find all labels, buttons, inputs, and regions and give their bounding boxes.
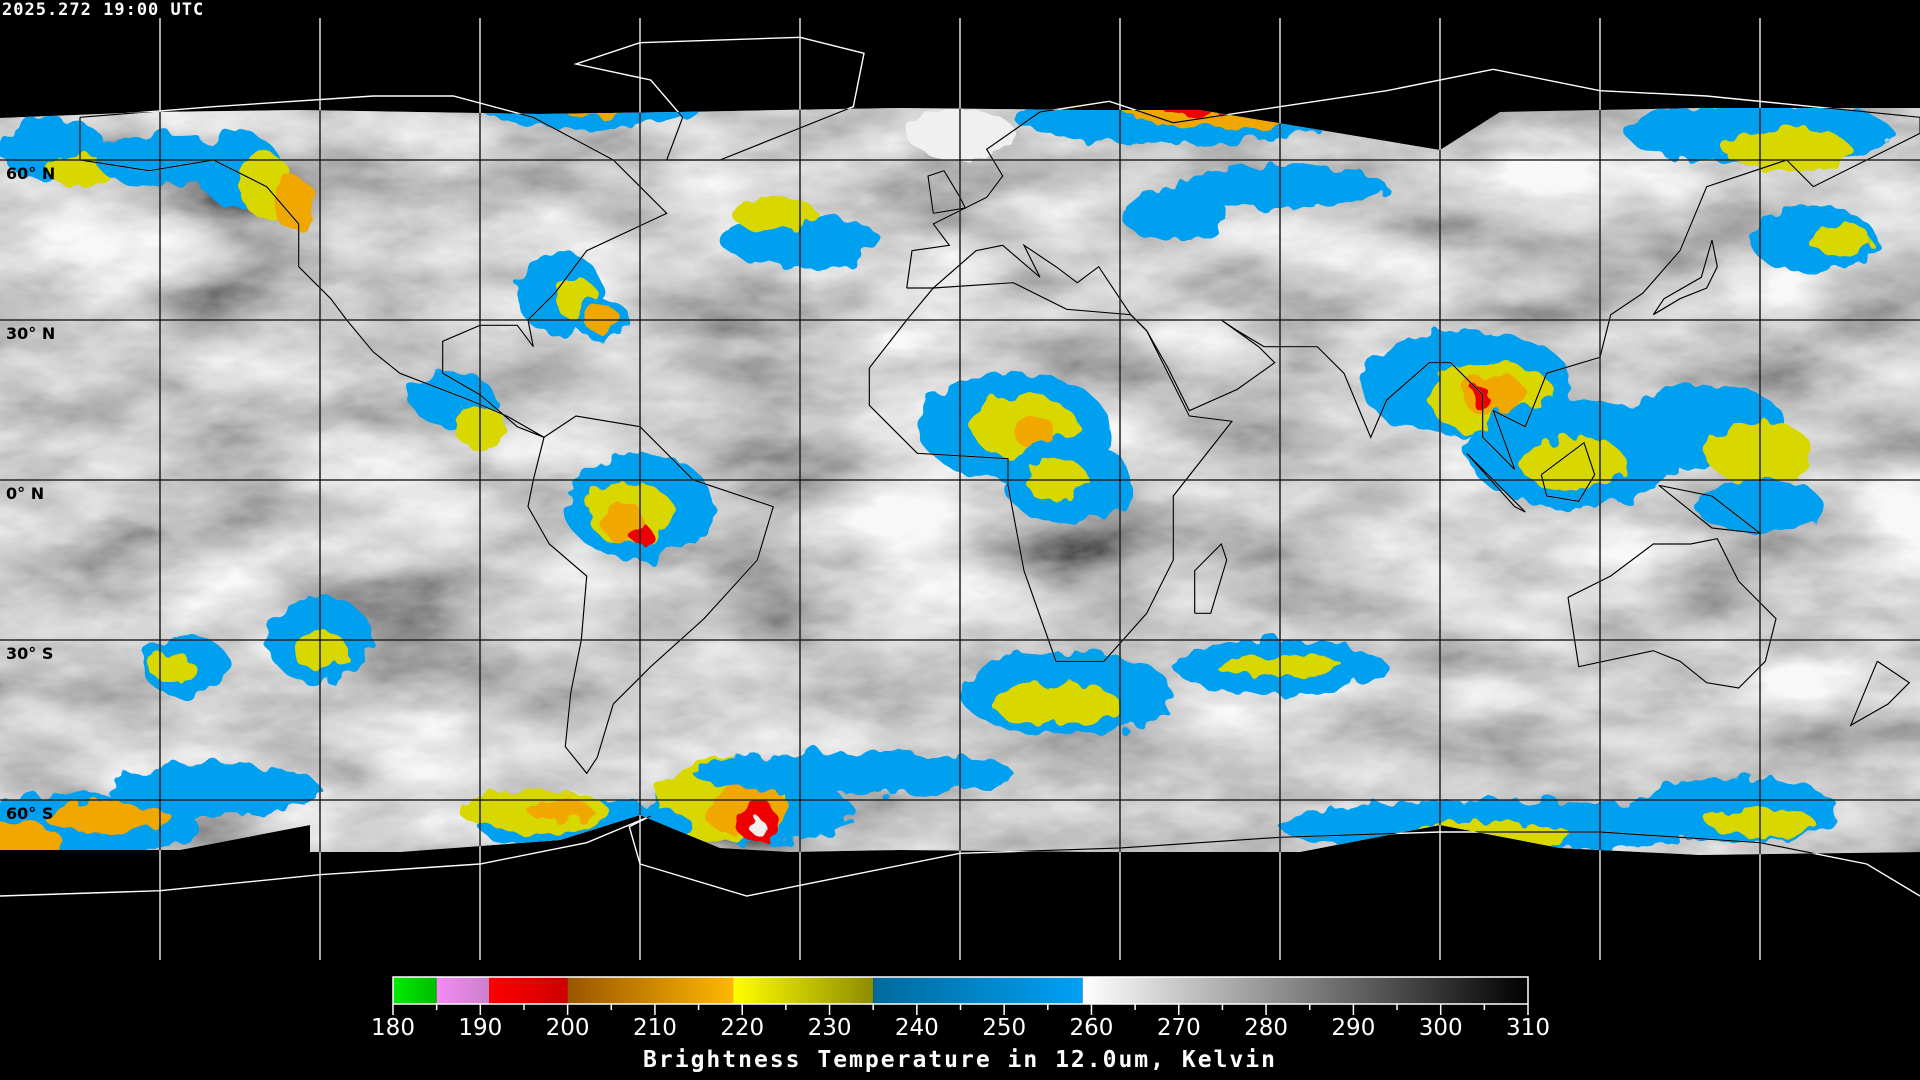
cloud-top-region xyxy=(1808,224,1872,256)
colorbar-segment xyxy=(873,977,1083,1004)
colorbar-tick-label: 270 xyxy=(1157,1015,1201,1041)
cloud-top-region xyxy=(272,176,315,230)
satellite-brightness-temperature-map xyxy=(0,18,1920,960)
colorbar-tick-label: 310 xyxy=(1506,1015,1550,1041)
colorbar-tick-label: 230 xyxy=(808,1015,852,1041)
colorbar-segment xyxy=(393,977,437,1004)
lat-label-0: 0° N xyxy=(6,484,45,503)
colorbar: 180 190 200 210 220 230 240 250 260 270 280 290 300 3… xyxy=(371,976,1550,1041)
lat-label-60n: 60° N xyxy=(6,164,56,183)
cloud-top-region xyxy=(528,800,592,822)
colorbar-tick-label: 290 xyxy=(1331,1015,1375,1041)
lat-label-60s: 60° S xyxy=(6,804,54,823)
cloud-top-region xyxy=(992,682,1120,726)
lat-label-30n: 30° N xyxy=(6,324,56,343)
colorbar-segment xyxy=(733,977,874,1004)
cloud-top-region xyxy=(730,197,816,230)
colorbar-title: Brightness Temperature in 12.0um, Kelvin xyxy=(643,1047,1277,1073)
colorbar-segment xyxy=(436,977,490,1004)
colorbar-tick-label: 190 xyxy=(458,1015,502,1041)
lat-label-30s: 30° S xyxy=(6,644,54,663)
colorbar-tick-label: 210 xyxy=(633,1015,677,1041)
cloud-top-region xyxy=(1120,186,1227,240)
colorbar-segment xyxy=(489,977,568,1004)
colorbar-tick-label: 260 xyxy=(1070,1015,1114,1041)
colorbar-tick-label: 250 xyxy=(982,1015,1026,1041)
colorbar-tick-label: 180 xyxy=(371,1015,415,1041)
colorbar-tick-label: 240 xyxy=(895,1015,939,1041)
colorbar-segment xyxy=(567,977,734,1004)
timestamp: 2025.272 19:00 UTC xyxy=(2,0,205,20)
coastline-antarctica xyxy=(0,815,1920,855)
coastline-borneo xyxy=(1540,441,1596,502)
coastline-new-zealand xyxy=(1849,660,1911,727)
coastline-madagascar xyxy=(1194,542,1228,614)
cloud-top-region xyxy=(749,818,766,835)
graticule xyxy=(0,18,1920,960)
coastline-africa xyxy=(868,282,1234,662)
cloud-top-region xyxy=(1722,127,1851,171)
colorbar-tick-label: 200 xyxy=(546,1015,590,1041)
colorbar-tick-label: 280 xyxy=(1244,1015,1288,1041)
cloud-top-region xyxy=(1520,437,1627,491)
cloud-top-region xyxy=(149,650,193,683)
coastline-japan xyxy=(1652,239,1718,316)
colorbar-tick-label: 300 xyxy=(1419,1015,1463,1041)
colorbar-tick-label: 220 xyxy=(720,1015,764,1041)
coastline-greenland xyxy=(573,108,865,161)
cloud-top-region xyxy=(106,762,321,816)
cloud-top-region xyxy=(693,752,1014,795)
colorbar-segment xyxy=(1082,977,1528,1004)
